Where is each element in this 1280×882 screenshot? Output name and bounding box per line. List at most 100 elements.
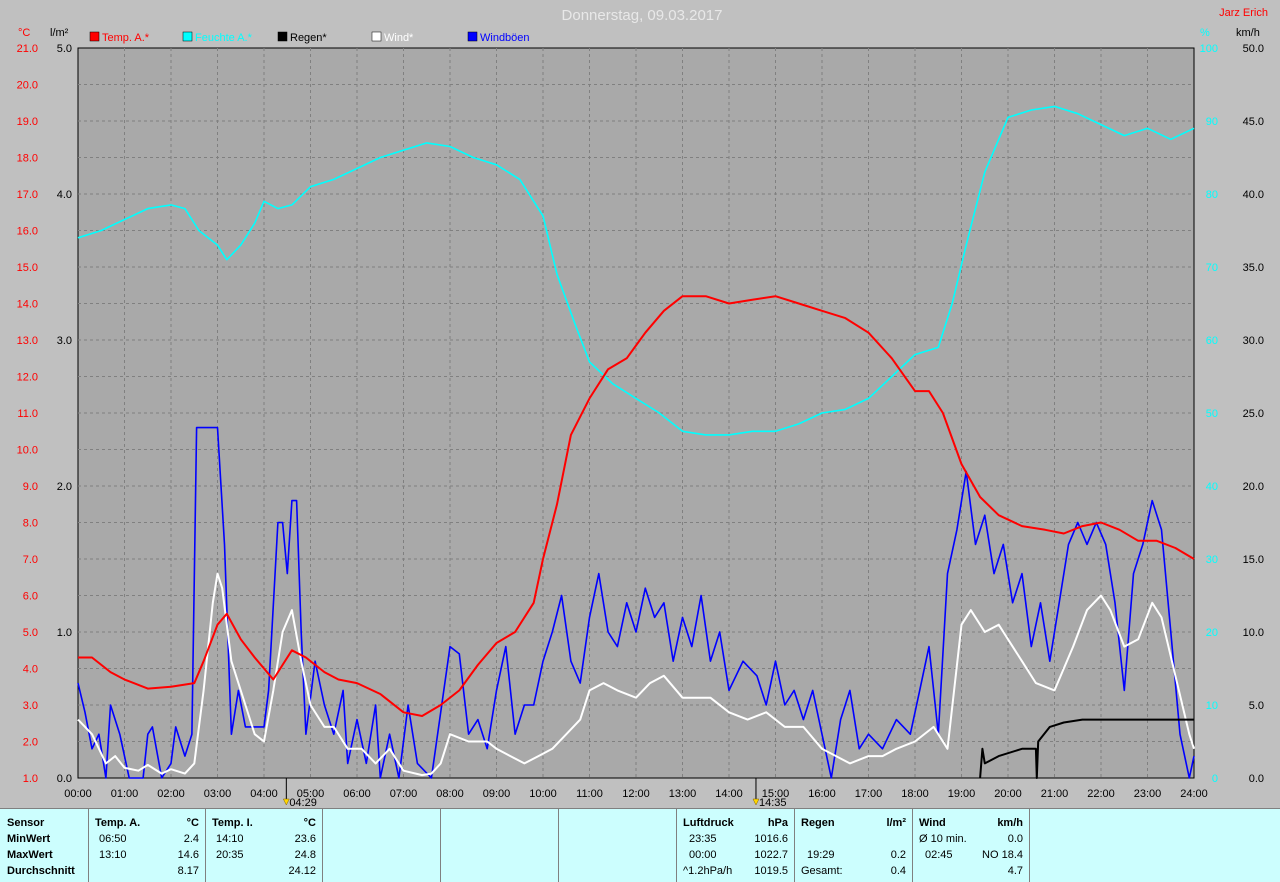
humidity-tick-label: 60 xyxy=(1206,335,1218,347)
wind-unit: km/h xyxy=(997,817,1023,829)
wind-tick-label: 50.0 xyxy=(1243,43,1264,55)
summary-col-pressure: Luftdruck hPa 23:35 1016.6 00:00 1022.7 … xyxy=(677,809,795,882)
time-marker-icon xyxy=(282,798,290,806)
humidity-tick-label: 100 xyxy=(1200,43,1218,55)
temp-a-avg-value: 8.17 xyxy=(177,865,199,877)
summary-row-min: MinWert xyxy=(7,833,51,845)
series-line-wind xyxy=(77,426,1195,779)
temp-tick-label: 16.0 xyxy=(17,226,38,238)
series-line-rain xyxy=(979,718,1194,779)
wind-max-value: NO 18.4 xyxy=(982,849,1023,861)
temp-i-avg-value: 24.12 xyxy=(288,865,316,877)
rain-total-value: 0.4 xyxy=(890,865,906,877)
x-tick-label: 13:00 xyxy=(669,788,697,800)
rain-tick-label: 4.0 xyxy=(57,189,72,201)
temp-tick-label: 6.0 xyxy=(23,591,38,603)
temp-tick-label: 5.0 xyxy=(23,627,38,639)
x-tick-label: 15:00 xyxy=(762,788,790,800)
x-tick-label: 20:00 xyxy=(994,788,1022,800)
temp-tick-label: 9.0 xyxy=(23,481,38,493)
wind-tick-label: 45.0 xyxy=(1243,116,1264,128)
legend-swatch xyxy=(371,31,382,42)
weather-chart: 1.0 2.0 3.0 4.0 5.0 6.0 7.0 8.0 9.0 10.0 11.0 12.0 1… xyxy=(17,7,1268,808)
legend-swatch xyxy=(277,31,288,42)
unit-humidity: % xyxy=(1200,27,1210,39)
temp-i-unit: °C xyxy=(303,817,316,829)
grid xyxy=(78,48,1194,778)
legend-swatch xyxy=(182,31,193,42)
temp-a-max-value: 14.6 xyxy=(177,849,199,861)
wind-tick-label: 0.0 xyxy=(1249,773,1264,785)
humidity-tick-label: 50 xyxy=(1206,408,1218,420)
rain-unit: l/m² xyxy=(886,817,906,829)
x-tick-label: 09:00 xyxy=(483,788,511,800)
rain-tick-label: 5.0 xyxy=(57,43,72,55)
rain-max-value: 0.2 xyxy=(890,849,906,861)
wind-tick-label: 35.0 xyxy=(1243,262,1264,274)
temp-a-max-time: 13:10 xyxy=(99,849,127,861)
x-tick-label: 21:00 xyxy=(1041,788,1069,800)
x-tick-label: 16:00 xyxy=(808,788,836,800)
summary-sensor-title: Sensor xyxy=(7,817,45,829)
summary-row-avg: Durchschnitt xyxy=(7,865,75,877)
summary-col-rain: Regen l/m² 19:29 0.2 Gesamt: 0.4 xyxy=(795,809,913,882)
temp-i-min-time: 14:10 xyxy=(216,833,244,845)
series-line-humidity xyxy=(77,105,1195,436)
temp-i-min-value: 23.6 xyxy=(294,833,316,845)
legend-label: Feuchte A.* xyxy=(195,32,253,44)
x-tick-label: 19:00 xyxy=(948,788,976,800)
pressure-max-value: 1022.7 xyxy=(754,849,788,861)
temp-tick-label: 11.0 xyxy=(17,408,38,420)
x-tick-label: 01:00 xyxy=(111,788,139,800)
legend-label: Windböen xyxy=(480,32,530,44)
pressure-title: Luftdruck xyxy=(683,817,734,829)
pressure-min-time: 23:35 xyxy=(689,833,717,845)
author-label: Jarz Erich xyxy=(1219,7,1268,19)
wind-avg-value: 4.7 xyxy=(1007,865,1023,877)
wind-min-value: 0.0 xyxy=(1007,833,1023,845)
x-tick-label: 03:00 xyxy=(204,788,232,800)
x-tick-label: 11:00 xyxy=(576,788,603,800)
x-tick-label: 14:00 xyxy=(715,788,743,800)
temp-a-title: Temp. A. xyxy=(95,817,141,829)
temp-a-min-time: 06:50 xyxy=(99,833,127,845)
x-tick-label: 22:00 xyxy=(1087,788,1115,800)
legend-label: Regen* xyxy=(290,32,327,44)
temp-tick-label: 3.0 xyxy=(23,700,38,712)
temp-tick-label: 15.0 xyxy=(17,262,38,274)
x-tick-label: 05:00 xyxy=(297,788,325,800)
wind-min-label: Ø 10 min. xyxy=(919,833,967,845)
unit-wind: km/h xyxy=(1236,27,1260,39)
legend-swatch xyxy=(89,31,100,42)
rain-title: Regen xyxy=(801,817,835,829)
temp-tick-label: 19.0 xyxy=(17,116,38,128)
temp-a-min-value: 2.4 xyxy=(183,833,199,845)
humidity-tick-label: 70 xyxy=(1206,262,1218,274)
temp-tick-label: 2.0 xyxy=(23,737,38,749)
time-markers: 04:29 14:35 xyxy=(282,778,787,808)
humidity-tick-label: 40 xyxy=(1206,481,1218,493)
temp-tick-label: 1.0 xyxy=(23,773,38,785)
series-line-wind xyxy=(77,572,1195,777)
temp-i-max-time: 20:35 xyxy=(216,849,244,861)
wind-tick-label: 25.0 xyxy=(1243,408,1264,420)
temp-tick-label: 12.0 xyxy=(17,372,38,384)
summary-col-wind: Wind km/h Ø 10 min. 0.0 02:45 NO 18.4 4.… xyxy=(913,809,1030,882)
x-tick-label: 12:00 xyxy=(622,788,650,800)
x-tick-label: 02:00 xyxy=(157,788,185,800)
temp-a-unit: °C xyxy=(186,817,199,829)
series-line-temp xyxy=(78,295,1195,717)
humidity-tick-label: 0 xyxy=(1212,773,1218,785)
temp-tick-label: 21.0 xyxy=(17,43,38,55)
rain-tick-label: 3.0 xyxy=(57,335,72,347)
temp-tick-label: 8.0 xyxy=(23,518,38,530)
wind-max-time: 02:45 xyxy=(925,849,953,861)
summary-col-empty-2 xyxy=(441,809,559,882)
wind-tick-label: 10.0 xyxy=(1243,627,1264,639)
x-tick-label: 06:00 xyxy=(343,788,371,800)
temp-tick-label: 14.0 xyxy=(17,299,38,311)
legend-label: Wind* xyxy=(384,32,414,44)
pressure-avg-value: 1019.5 xyxy=(754,865,788,877)
temp-tick-label: 20.0 xyxy=(17,80,38,92)
legend: Temp. A.* Feuchte A.* Regen* Wind* Windböen xyxy=(89,31,530,44)
